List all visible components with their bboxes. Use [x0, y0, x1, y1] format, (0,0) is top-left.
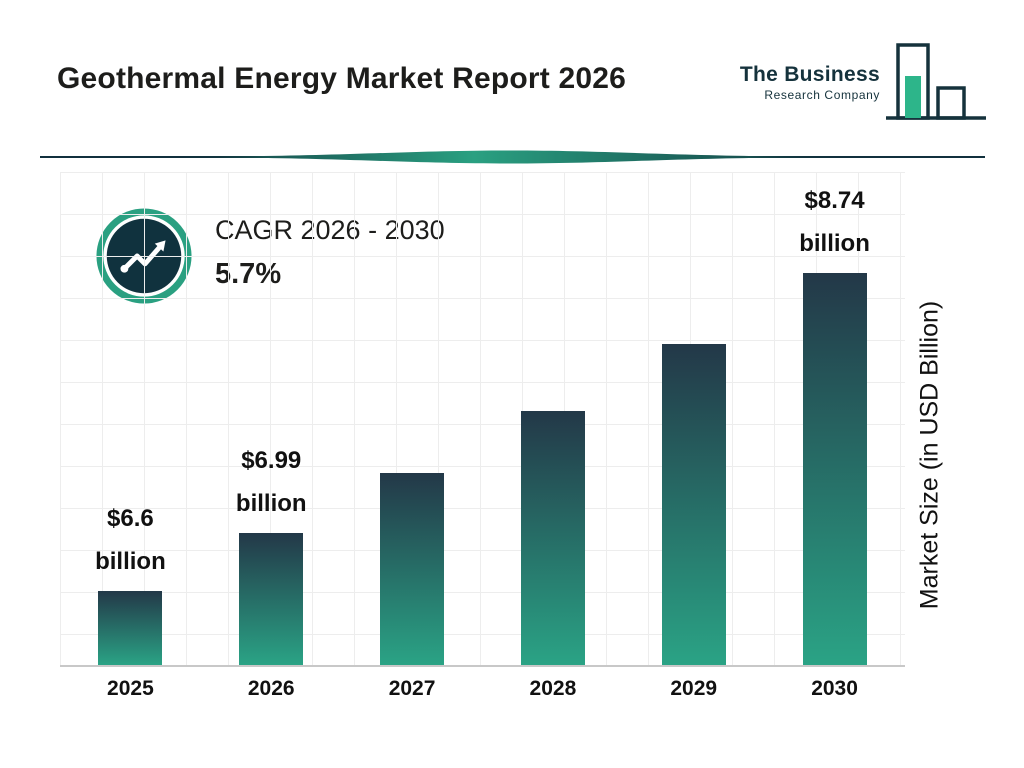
x-axis-labels: 2025 2026 2027 2028 2029 2030: [60, 677, 905, 701]
company-logo: The Business Research Company: [740, 42, 986, 122]
bar-column-2027: [342, 473, 483, 665]
x-axis-label-2025: 2025: [107, 677, 154, 700]
x-axis-label-2029: 2029: [670, 677, 718, 700]
bar-column-2025: $6.6 billion: [60, 497, 201, 665]
bar-2028: [520, 411, 585, 665]
logo-line1: The Business: [739, 62, 880, 86]
logo-line2: Research Company: [764, 87, 880, 102]
x-axis-label-2028: 2028: [529, 677, 577, 700]
bar-value-label-2025: $6.6 billion: [95, 504, 166, 575]
bar-column-2030: $8.74 billion: [764, 179, 905, 665]
bar-column-2029: [623, 344, 764, 665]
bar-2030: [802, 273, 867, 665]
bar-column-2028: [482, 411, 623, 665]
x-axis-label-2026: 2026: [247, 677, 295, 700]
divider-line: [40, 150, 985, 164]
bar-2029: [661, 344, 726, 665]
bar-value-label-2026: $6.99 billion: [235, 446, 307, 517]
x-axis-label-2027: 2027: [388, 677, 436, 700]
bar-chart: $6.6 billion $6.99 billion $8.74 billion 2025…: [60, 172, 905, 701]
logo-bars-icon: [886, 43, 986, 120]
bar-column-2026: $6.99 billion: [201, 439, 342, 665]
page-title: Geothermal Energy Market Report 2026: [57, 62, 627, 95]
x-axis-label-2030: 2030: [811, 677, 858, 700]
company-logo-text: The Business Research Company: [740, 63, 880, 102]
y-axis-title: Market Size (in USD Billion): [915, 300, 944, 610]
bar-value-label-2030: $8.74 billion: [799, 186, 870, 257]
plot-area: $6.6 billion $6.99 billion $8.74 billion: [60, 172, 905, 667]
bar-2025: [98, 591, 163, 665]
bar-2026: [239, 533, 304, 665]
bar-2027: [380, 473, 445, 665]
